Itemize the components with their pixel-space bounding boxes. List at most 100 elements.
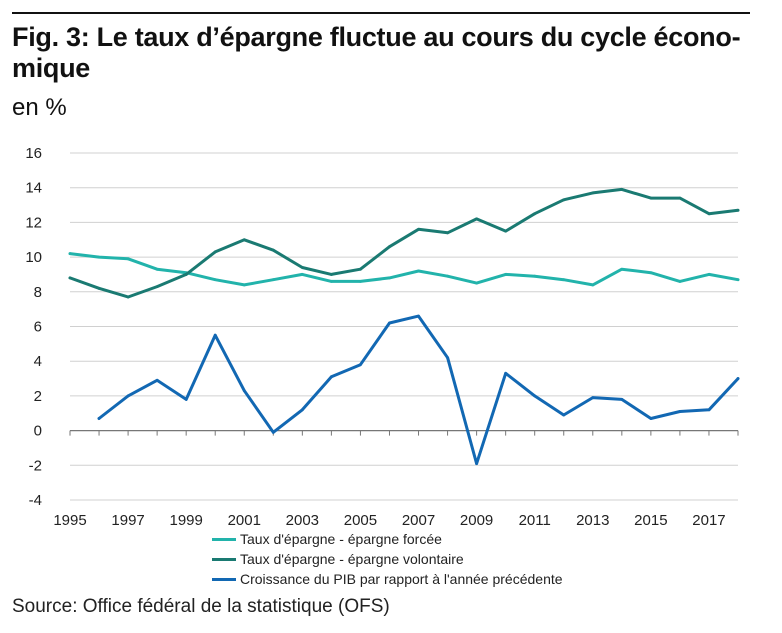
series-1-point bbox=[155, 267, 159, 271]
x-tick-label: 2017 bbox=[692, 512, 725, 529]
series-2-point bbox=[388, 245, 391, 249]
series-3-point bbox=[242, 389, 246, 393]
series-3-point bbox=[300, 408, 304, 412]
series-2-point bbox=[300, 266, 304, 269]
series-2-point bbox=[155, 285, 159, 288]
series-1-point bbox=[591, 283, 595, 287]
grid-lines bbox=[70, 152, 738, 501]
series-2-point bbox=[620, 188, 624, 191]
x-tick-label: 2013 bbox=[576, 512, 609, 529]
series-3-point bbox=[620, 397, 624, 401]
series-2-point bbox=[707, 212, 711, 216]
series-2-point bbox=[359, 267, 362, 271]
x-tick-label: 2005 bbox=[344, 512, 377, 529]
y-tick-label: 12 bbox=[25, 214, 42, 231]
y-tick-label: -2 bbox=[29, 457, 42, 474]
series-line-2 bbox=[68, 187, 740, 299]
series-3-point bbox=[533, 394, 537, 398]
series-1-point bbox=[446, 274, 449, 278]
series-1-point bbox=[300, 273, 304, 276]
series-2-point bbox=[68, 276, 72, 280]
series-1-point bbox=[736, 278, 740, 282]
series-1-point bbox=[678, 279, 682, 283]
series-3-point bbox=[504, 371, 508, 375]
series-3-point bbox=[678, 410, 682, 413]
chart-axes bbox=[69, 430, 739, 436]
series-3-point bbox=[388, 321, 391, 325]
series-1-point bbox=[359, 279, 362, 283]
series-1-point bbox=[533, 274, 537, 278]
series-2-point bbox=[649, 196, 653, 200]
series-1-point bbox=[504, 273, 508, 276]
series-3-point bbox=[736, 377, 740, 380]
series-2-point bbox=[97, 286, 101, 290]
x-tick-label: 1999 bbox=[169, 512, 202, 529]
series-2-point bbox=[271, 248, 275, 252]
y-tick-label: 10 bbox=[25, 249, 42, 266]
chart-unit-label: en % bbox=[12, 94, 67, 121]
y-tick-label: -4 bbox=[29, 492, 42, 509]
chart-series bbox=[68, 187, 740, 466]
x-tick-label: 2009 bbox=[460, 512, 493, 529]
series-1-point bbox=[620, 267, 624, 271]
legend-item: Taux d'épargne - épargne forcée bbox=[212, 529, 563, 549]
y-tick-label: 16 bbox=[25, 145, 42, 162]
legend-swatch bbox=[212, 537, 236, 541]
x-tick-label: 2007 bbox=[402, 512, 435, 529]
y-tick-label: 8 bbox=[34, 284, 42, 301]
series-1-point bbox=[562, 278, 566, 282]
y-tick-label: 2 bbox=[34, 388, 42, 405]
series-3-point bbox=[213, 333, 217, 337]
series-2-point bbox=[329, 273, 333, 276]
series-2-point bbox=[591, 191, 595, 195]
source-note: Source: Office fédéral de la statistique… bbox=[12, 596, 390, 617]
x-tick-label: 2015 bbox=[634, 512, 667, 529]
series-2-point bbox=[533, 212, 537, 216]
series-3-point bbox=[591, 396, 595, 400]
series-1-point bbox=[97, 255, 101, 259]
series-1-point bbox=[242, 283, 246, 287]
series-3-point bbox=[184, 397, 188, 401]
legend-label: Taux d'épargne - épargne volontaire bbox=[240, 551, 464, 567]
series-1-point bbox=[68, 252, 72, 256]
legend-swatch bbox=[212, 557, 236, 561]
y-tick-label: 4 bbox=[34, 353, 42, 370]
x-axis-tick-labels: 1995 1997 1999 2001 2003 2005 2007 2009 2011 2013… bbox=[53, 512, 725, 529]
series-3-point bbox=[329, 375, 333, 379]
series-line-1 bbox=[68, 252, 740, 287]
y-axis-tick-labels: -4 -2 0 2 4 6 8 10 12 14 16 bbox=[25, 145, 42, 509]
series-1-point bbox=[417, 269, 420, 273]
series-3-point bbox=[446, 356, 449, 360]
x-tick-label: 1997 bbox=[111, 512, 144, 529]
series-1-point bbox=[126, 257, 130, 261]
series-2-point bbox=[213, 250, 217, 254]
x-tick-label: 2011 bbox=[519, 512, 551, 529]
x-tick-label: 2003 bbox=[286, 512, 319, 529]
series-3-point bbox=[417, 314, 420, 318]
series-2-point bbox=[184, 273, 188, 276]
x-tick-label: 1995 bbox=[53, 512, 86, 529]
legend-item: Croissance du PIB par rapport à l'année … bbox=[212, 569, 563, 589]
y-tick-label: 6 bbox=[34, 319, 42, 336]
chart-title: Fig. 3: Le taux d’épargne fluctue au cou… bbox=[12, 22, 741, 83]
series-1-point bbox=[649, 271, 653, 275]
series-1-point bbox=[213, 278, 217, 282]
series-2-point bbox=[242, 238, 246, 242]
series-3-point bbox=[97, 417, 101, 420]
series-line-3 bbox=[97, 314, 740, 466]
legend-label: Taux d'épargne - épargne forcée bbox=[240, 531, 442, 547]
legend-label: Croissance du PIB par rapport à l'année … bbox=[240, 571, 563, 587]
series-1-point bbox=[388, 276, 391, 280]
series-3-point bbox=[155, 378, 159, 382]
series-2-point bbox=[562, 198, 566, 202]
series-3-point bbox=[562, 413, 566, 417]
legend-item: Taux d'épargne - épargne volontaire bbox=[212, 549, 563, 569]
series-1-point bbox=[707, 273, 711, 276]
series-1-point bbox=[271, 278, 275, 282]
y-tick-label: 14 bbox=[25, 180, 42, 197]
series-3-point bbox=[475, 462, 479, 465]
series-3-point bbox=[126, 394, 130, 398]
title-rule bbox=[12, 12, 750, 14]
series-3-point bbox=[271, 430, 275, 434]
